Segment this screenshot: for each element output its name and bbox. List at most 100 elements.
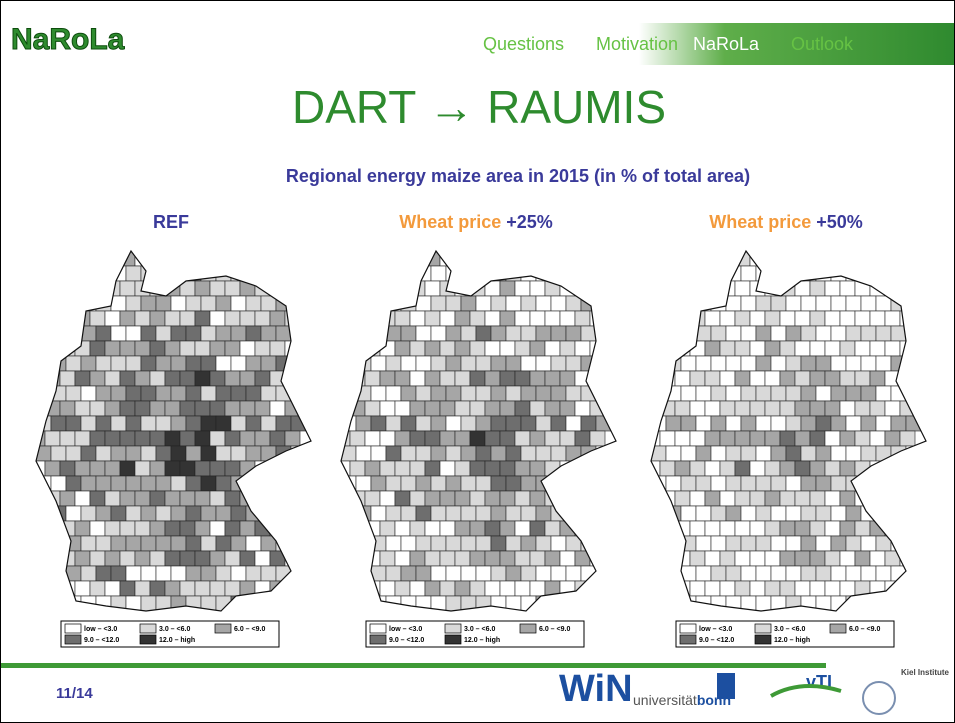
region: [551, 326, 566, 341]
region: [581, 476, 596, 491]
region: [371, 326, 386, 341]
region: [341, 566, 356, 581]
region: [560, 311, 575, 326]
region: [596, 596, 611, 611]
region: [515, 371, 530, 386]
region: [801, 476, 816, 491]
region: [81, 476, 96, 491]
region: [210, 341, 225, 356]
region: [416, 446, 431, 461]
region: [545, 551, 560, 566]
region: [261, 266, 276, 281]
region: [666, 416, 681, 431]
region: [425, 311, 440, 326]
region: [216, 566, 231, 581]
region: [771, 356, 786, 371]
region: [651, 326, 666, 341]
region: [470, 551, 485, 566]
region: [410, 251, 425, 266]
region: [645, 491, 660, 506]
region: [825, 281, 840, 296]
region: [126, 506, 141, 521]
region: [780, 341, 795, 356]
region: [335, 371, 350, 386]
region: [261, 416, 276, 431]
region: [51, 326, 66, 341]
region: [825, 341, 840, 356]
region: [696, 476, 711, 491]
region: [135, 581, 150, 596]
region: [395, 521, 410, 536]
region: [75, 281, 90, 296]
region: [696, 446, 711, 461]
region: [195, 521, 210, 536]
legend-swatch: [755, 635, 771, 644]
region: [135, 521, 150, 536]
region: [195, 251, 210, 266]
region: [210, 521, 225, 536]
region: [350, 341, 365, 356]
region: [186, 416, 201, 431]
region: [801, 356, 816, 371]
region: [765, 551, 780, 566]
region: [840, 251, 855, 266]
region: [231, 476, 246, 491]
region: [96, 536, 111, 551]
region: [90, 551, 105, 566]
region: [795, 521, 810, 536]
region: [120, 281, 135, 296]
region: [500, 371, 515, 386]
region: [690, 551, 705, 566]
region: [36, 566, 51, 581]
region: [470, 581, 485, 596]
region: [410, 521, 425, 536]
region: [270, 461, 285, 476]
region: [566, 596, 581, 611]
region: [51, 566, 66, 581]
region: [515, 551, 530, 566]
region: [491, 386, 506, 401]
region: [530, 431, 545, 446]
region: [231, 446, 246, 461]
region: [861, 446, 876, 461]
region: [720, 491, 735, 506]
region: [180, 521, 195, 536]
region: [350, 461, 365, 476]
region: [165, 491, 180, 506]
region: [530, 551, 545, 566]
region: [75, 431, 90, 446]
region: [341, 326, 356, 341]
region: [276, 266, 291, 281]
map-title: Wheat price +25%: [399, 212, 553, 232]
region: [386, 296, 401, 311]
region: [906, 506, 921, 521]
region: [566, 446, 581, 461]
region: [150, 401, 165, 416]
region: [255, 251, 270, 266]
region: [485, 491, 500, 506]
region: [341, 506, 356, 521]
legend-label: low – <3.0: [389, 626, 422, 633]
region: [291, 536, 306, 551]
region: [515, 341, 530, 356]
region: [365, 401, 380, 416]
region: [765, 521, 780, 536]
region: [90, 521, 105, 536]
region: [431, 386, 446, 401]
region: [705, 461, 720, 476]
kiel-globe: [863, 682, 895, 714]
region: [666, 446, 681, 461]
region: [530, 401, 545, 416]
map-label: REF: [153, 212, 189, 232]
region: [141, 446, 156, 461]
region: [276, 446, 291, 461]
region: [81, 446, 96, 461]
region: [735, 431, 750, 446]
region: [551, 386, 566, 401]
region: [201, 356, 216, 371]
region: [891, 446, 906, 461]
region: [30, 341, 45, 356]
region: [90, 401, 105, 416]
region: [536, 356, 551, 371]
region: [36, 386, 51, 401]
